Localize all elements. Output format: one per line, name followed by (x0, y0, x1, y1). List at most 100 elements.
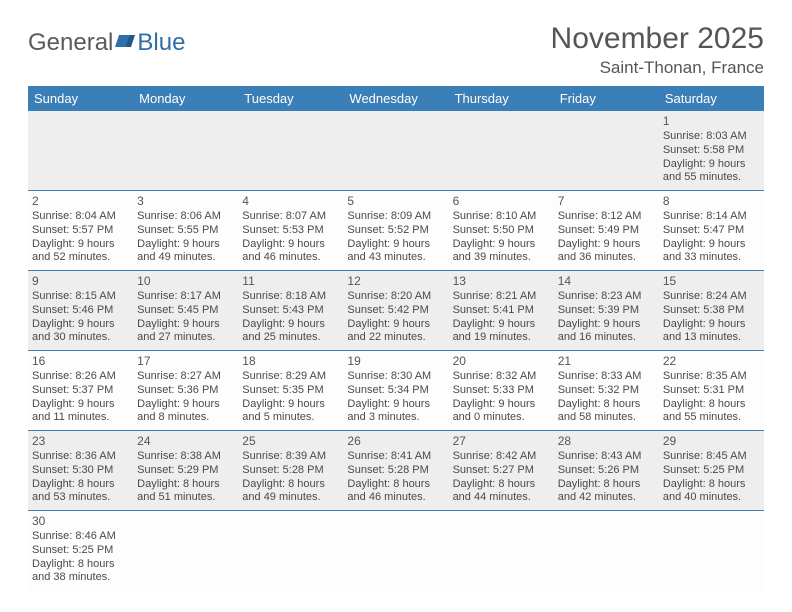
day-day1: Daylight: 9 hours (347, 398, 444, 412)
calendar-day-cell: 27Sunrise: 8:42 AMSunset: 5:27 PMDayligh… (449, 431, 554, 511)
day-sunrise: Sunrise: 8:39 AM (242, 450, 339, 464)
day-day2: and 33 minutes. (663, 251, 760, 265)
calendar-day-cell: 9Sunrise: 8:15 AMSunset: 5:46 PMDaylight… (28, 271, 133, 351)
day-number: 30 (32, 514, 129, 529)
day-number: 13 (453, 274, 550, 289)
calendar-day-cell: 7Sunrise: 8:12 AMSunset: 5:49 PMDaylight… (554, 191, 659, 271)
day-day1: Daylight: 9 hours (137, 318, 234, 332)
calendar-day-cell: 23Sunrise: 8:36 AMSunset: 5:30 PMDayligh… (28, 431, 133, 511)
day-day1: Daylight: 8 hours (558, 478, 655, 492)
calendar-day-cell: 24Sunrise: 8:38 AMSunset: 5:29 PMDayligh… (133, 431, 238, 511)
day-day2: and 19 minutes. (453, 331, 550, 345)
calendar-day-cell: 20Sunrise: 8:32 AMSunset: 5:33 PMDayligh… (449, 351, 554, 431)
day-sunrise: Sunrise: 8:32 AM (453, 370, 550, 384)
calendar-day-cell (238, 511, 343, 591)
day-sunrise: Sunrise: 8:29 AM (242, 370, 339, 384)
day-sunset: Sunset: 5:52 PM (347, 224, 444, 238)
weekday-header: Monday (133, 86, 238, 111)
day-number: 17 (137, 354, 234, 369)
day-sunset: Sunset: 5:47 PM (663, 224, 760, 238)
day-sunset: Sunset: 5:33 PM (453, 384, 550, 398)
calendar-day-cell (554, 111, 659, 191)
day-sunrise: Sunrise: 8:30 AM (347, 370, 444, 384)
day-sunset: Sunset: 5:31 PM (663, 384, 760, 398)
day-number: 21 (558, 354, 655, 369)
day-day1: Daylight: 8 hours (663, 398, 760, 412)
calendar-day-cell: 6Sunrise: 8:10 AMSunset: 5:50 PMDaylight… (449, 191, 554, 271)
day-day2: and 58 minutes. (558, 411, 655, 425)
day-day1: Daylight: 9 hours (32, 318, 129, 332)
calendar-week-row: 23Sunrise: 8:36 AMSunset: 5:30 PMDayligh… (28, 431, 764, 511)
weekday-header-row: Sunday Monday Tuesday Wednesday Thursday… (28, 86, 764, 111)
day-day1: Daylight: 9 hours (242, 398, 339, 412)
day-sunset: Sunset: 5:53 PM (242, 224, 339, 238)
day-sunrise: Sunrise: 8:15 AM (32, 290, 129, 304)
day-day2: and 3 minutes. (347, 411, 444, 425)
calendar-page: General Blue November 2025 Saint-Thonan,… (0, 0, 792, 612)
weekday-header: Tuesday (238, 86, 343, 111)
day-sunset: Sunset: 5:27 PM (453, 464, 550, 478)
day-day1: Daylight: 9 hours (32, 398, 129, 412)
day-day1: Daylight: 8 hours (137, 478, 234, 492)
day-number: 8 (663, 194, 760, 209)
day-sunset: Sunset: 5:32 PM (558, 384, 655, 398)
day-day2: and 16 minutes. (558, 331, 655, 345)
day-sunset: Sunset: 5:34 PM (347, 384, 444, 398)
day-sunset: Sunset: 5:30 PM (32, 464, 129, 478)
calendar-day-cell (238, 111, 343, 191)
day-number: 2 (32, 194, 129, 209)
calendar-day-cell: 30Sunrise: 8:46 AMSunset: 5:25 PMDayligh… (28, 511, 133, 591)
day-sunrise: Sunrise: 8:07 AM (242, 210, 339, 224)
day-day1: Daylight: 9 hours (453, 238, 550, 252)
day-sunrise: Sunrise: 8:43 AM (558, 450, 655, 464)
day-number: 11 (242, 274, 339, 289)
day-number: 20 (453, 354, 550, 369)
calendar-day-cell: 13Sunrise: 8:21 AMSunset: 5:41 PMDayligh… (449, 271, 554, 351)
day-sunset: Sunset: 5:26 PM (558, 464, 655, 478)
day-sunset: Sunset: 5:38 PM (663, 304, 760, 318)
day-number: 27 (453, 434, 550, 449)
day-sunset: Sunset: 5:50 PM (453, 224, 550, 238)
day-sunrise: Sunrise: 8:03 AM (663, 130, 760, 144)
day-day2: and 55 minutes. (663, 411, 760, 425)
day-sunrise: Sunrise: 8:10 AM (453, 210, 550, 224)
day-day2: and 53 minutes. (32, 491, 129, 505)
day-day2: and 55 minutes. (663, 171, 760, 185)
day-sunrise: Sunrise: 8:35 AM (663, 370, 760, 384)
calendar-day-cell (133, 511, 238, 591)
day-sunrise: Sunrise: 8:24 AM (663, 290, 760, 304)
day-number: 25 (242, 434, 339, 449)
day-sunset: Sunset: 5:45 PM (137, 304, 234, 318)
day-number: 18 (242, 354, 339, 369)
location: Saint-Thonan, France (551, 58, 764, 78)
day-day2: and 38 minutes. (32, 571, 129, 585)
day-number: 28 (558, 434, 655, 449)
day-sunrise: Sunrise: 8:42 AM (453, 450, 550, 464)
calendar-day-cell: 25Sunrise: 8:39 AMSunset: 5:28 PMDayligh… (238, 431, 343, 511)
day-sunset: Sunset: 5:58 PM (663, 144, 760, 158)
day-day1: Daylight: 9 hours (453, 318, 550, 332)
day-number: 29 (663, 434, 760, 449)
day-day1: Daylight: 9 hours (137, 238, 234, 252)
calendar-day-cell: 1Sunrise: 8:03 AMSunset: 5:58 PMDaylight… (659, 111, 764, 191)
day-day2: and 5 minutes. (242, 411, 339, 425)
calendar-day-cell (659, 511, 764, 591)
calendar-day-cell: 19Sunrise: 8:30 AMSunset: 5:34 PMDayligh… (343, 351, 448, 431)
page-header: General Blue November 2025 Saint-Thonan,… (28, 22, 764, 78)
day-day2: and 49 minutes. (137, 251, 234, 265)
calendar-day-cell: 22Sunrise: 8:35 AMSunset: 5:31 PMDayligh… (659, 351, 764, 431)
day-sunset: Sunset: 5:46 PM (32, 304, 129, 318)
day-day1: Daylight: 9 hours (558, 238, 655, 252)
day-number: 15 (663, 274, 760, 289)
day-number: 9 (32, 274, 129, 289)
day-day2: and 42 minutes. (558, 491, 655, 505)
day-day1: Daylight: 9 hours (453, 398, 550, 412)
day-day2: and 46 minutes. (347, 491, 444, 505)
calendar-day-cell: 26Sunrise: 8:41 AMSunset: 5:28 PMDayligh… (343, 431, 448, 511)
weekday-header: Friday (554, 86, 659, 111)
calendar-day-cell: 3Sunrise: 8:06 AMSunset: 5:55 PMDaylight… (133, 191, 238, 271)
weekday-header: Thursday (449, 86, 554, 111)
day-number: 1 (663, 114, 760, 129)
day-sunrise: Sunrise: 8:38 AM (137, 450, 234, 464)
day-day2: and 49 minutes. (242, 491, 339, 505)
